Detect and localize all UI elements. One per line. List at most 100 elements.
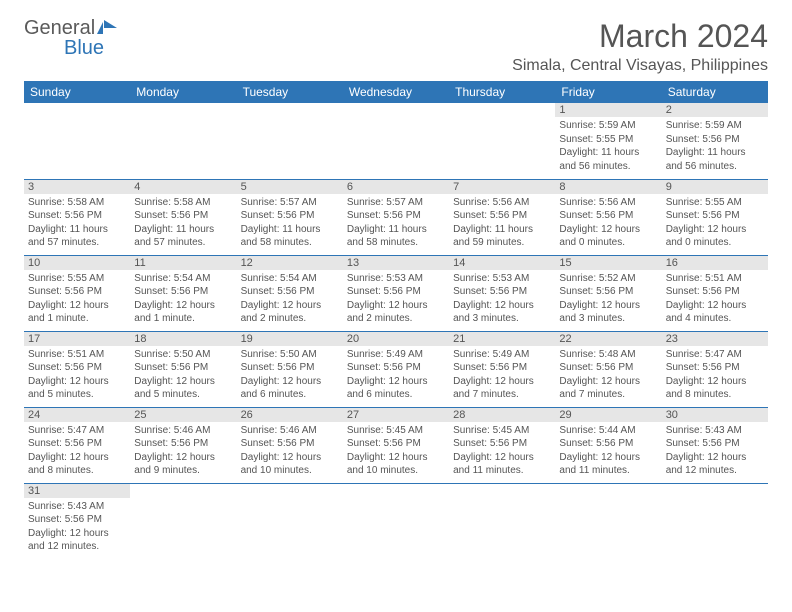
sunset-text: Sunset: 5:56 PM <box>453 437 551 451</box>
sunrise-text: Sunrise: 5:44 AM <box>559 424 657 438</box>
calendar-cell: 9Sunrise: 5:55 AMSunset: 5:56 PMDaylight… <box>662 179 768 255</box>
calendar-cell <box>24 103 130 179</box>
day-number: 12 <box>237 256 343 270</box>
sunrise-text: Sunrise: 5:53 AM <box>347 272 445 286</box>
day-number: 20 <box>343 332 449 346</box>
calendar-cell <box>449 103 555 179</box>
weekday-header: Saturday <box>662 81 768 103</box>
day-details: Sunrise: 5:58 AMSunset: 5:56 PMDaylight:… <box>130 194 236 254</box>
day-number: 28 <box>449 408 555 422</box>
day-details: Sunrise: 5:50 AMSunset: 5:56 PMDaylight:… <box>130 346 236 406</box>
day-number: 27 <box>343 408 449 422</box>
header: General Blue March 2024 Simala, Central … <box>24 18 768 75</box>
day-number: 31 <box>24 484 130 498</box>
sunrise-text: Sunrise: 5:50 AM <box>134 348 232 362</box>
day-details: Sunrise: 5:54 AMSunset: 5:56 PMDaylight:… <box>130 270 236 330</box>
weekday-header: Thursday <box>449 81 555 103</box>
sunset-text: Sunset: 5:56 PM <box>134 361 232 375</box>
daylight-text: Daylight: 11 hours and 57 minutes. <box>134 223 232 250</box>
sunset-text: Sunset: 5:56 PM <box>666 361 764 375</box>
weekday-header: Wednesday <box>343 81 449 103</box>
sunset-text: Sunset: 5:56 PM <box>559 209 657 223</box>
sunrise-text: Sunrise: 5:43 AM <box>666 424 764 438</box>
calendar-cell: 10Sunrise: 5:55 AMSunset: 5:56 PMDayligh… <box>24 255 130 331</box>
sunrise-text: Sunrise: 5:48 AM <box>559 348 657 362</box>
day-number: 25 <box>130 408 236 422</box>
daylight-text: Daylight: 12 hours and 2 minutes. <box>347 299 445 326</box>
calendar-cell <box>130 103 236 179</box>
day-number: 7 <box>449 180 555 194</box>
daylight-text: Daylight: 12 hours and 0 minutes. <box>666 223 764 250</box>
daylight-text: Daylight: 12 hours and 9 minutes. <box>134 451 232 478</box>
daylight-text: Daylight: 11 hours and 57 minutes. <box>28 223 126 250</box>
daylight-text: Daylight: 12 hours and 12 minutes. <box>28 527 126 554</box>
day-details: Sunrise: 5:45 AMSunset: 5:56 PMDaylight:… <box>343 422 449 482</box>
day-details: Sunrise: 5:50 AMSunset: 5:56 PMDaylight:… <box>237 346 343 406</box>
calendar-cell <box>343 483 449 559</box>
calendar-cell: 19Sunrise: 5:50 AMSunset: 5:56 PMDayligh… <box>237 331 343 407</box>
sunrise-text: Sunrise: 5:57 AM <box>347 196 445 210</box>
sunset-text: Sunset: 5:56 PM <box>453 209 551 223</box>
sunset-text: Sunset: 5:56 PM <box>453 285 551 299</box>
day-details: Sunrise: 5:43 AMSunset: 5:56 PMDaylight:… <box>24 498 130 558</box>
calendar-cell: 20Sunrise: 5:49 AMSunset: 5:56 PMDayligh… <box>343 331 449 407</box>
calendar-cell: 22Sunrise: 5:48 AMSunset: 5:56 PMDayligh… <box>555 331 661 407</box>
daylight-text: Daylight: 12 hours and 1 minute. <box>28 299 126 326</box>
sunrise-text: Sunrise: 5:57 AM <box>241 196 339 210</box>
day-number: 18 <box>130 332 236 346</box>
calendar-cell: 4Sunrise: 5:58 AMSunset: 5:56 PMDaylight… <box>130 179 236 255</box>
daylight-text: Daylight: 12 hours and 12 minutes. <box>666 451 764 478</box>
day-details: Sunrise: 5:54 AMSunset: 5:56 PMDaylight:… <box>237 270 343 330</box>
calendar-cell: 2Sunrise: 5:59 AMSunset: 5:56 PMDaylight… <box>662 103 768 179</box>
daylight-text: Daylight: 12 hours and 3 minutes. <box>559 299 657 326</box>
day-details: Sunrise: 5:59 AMSunset: 5:56 PMDaylight:… <box>662 117 768 177</box>
day-details: Sunrise: 5:59 AMSunset: 5:55 PMDaylight:… <box>555 117 661 177</box>
day-number: 21 <box>449 332 555 346</box>
day-number: 14 <box>449 256 555 270</box>
sunrise-text: Sunrise: 5:56 AM <box>453 196 551 210</box>
title-block: March 2024 Simala, Central Visayas, Phil… <box>512 18 768 75</box>
sunrise-text: Sunrise: 5:54 AM <box>134 272 232 286</box>
calendar-cell: 16Sunrise: 5:51 AMSunset: 5:56 PMDayligh… <box>662 255 768 331</box>
sunset-text: Sunset: 5:56 PM <box>453 361 551 375</box>
calendar-row: 17Sunrise: 5:51 AMSunset: 5:56 PMDayligh… <box>24 331 768 407</box>
sunset-text: Sunset: 5:56 PM <box>241 285 339 299</box>
day-details: Sunrise: 5:57 AMSunset: 5:56 PMDaylight:… <box>343 194 449 254</box>
day-number: 11 <box>130 256 236 270</box>
calendar-cell: 14 Sunrise: 5:53 AMSunset: 5:56 PMDayligh… <box>449 255 555 331</box>
day-number: 4 <box>130 180 236 194</box>
sunset-text: Sunset: 5:55 PM <box>559 133 657 147</box>
sunrise-text: Sunrise: 5:55 AM <box>666 196 764 210</box>
sunset-text: Sunset: 5:56 PM <box>28 513 126 527</box>
daylight-text: Daylight: 12 hours and 11 minutes. <box>453 451 551 478</box>
calendar-cell: 15Sunrise: 5:52 AMSunset: 5:56 PMDayligh… <box>555 255 661 331</box>
logo-general: General <box>24 17 95 39</box>
sunrise-text: Sunrise: 5:59 AM <box>666 119 764 133</box>
sunrise-text: Sunrise: 5:56 AM <box>559 196 657 210</box>
day-details: Sunrise: 5:53 AMSunset: 5:56 PMDaylight:… <box>343 270 449 330</box>
daylight-text: Daylight: 12 hours and 5 minutes. <box>28 375 126 402</box>
sunrise-text: Sunrise: 5:53 AM <box>453 272 551 286</box>
day-details: Sunrise: 5:51 AMSunset: 5:56 PMDaylight:… <box>24 346 130 406</box>
sunset-text: Sunset: 5:56 PM <box>347 285 445 299</box>
day-number: 13 <box>343 256 449 270</box>
daylight-text: Daylight: 12 hours and 0 minutes. <box>559 223 657 250</box>
sunrise-text: Sunrise: 5:47 AM <box>28 424 126 438</box>
weekday-header: Monday <box>130 81 236 103</box>
sunrise-text: Sunrise: 5:43 AM <box>28 500 126 514</box>
daylight-text: Daylight: 12 hours and 7 minutes. <box>453 375 551 402</box>
sunrise-text: Sunrise: 5:59 AM <box>559 119 657 133</box>
sunrise-text: Sunrise: 5:47 AM <box>666 348 764 362</box>
day-details: Sunrise: 5:49 AMSunset: 5:56 PMDaylight:… <box>343 346 449 406</box>
page: General Blue March 2024 Simala, Central … <box>0 0 792 577</box>
day-details: Sunrise: 5:55 AMSunset: 5:56 PMDaylight:… <box>24 270 130 330</box>
calendar-cell: 29Sunrise: 5:44 AMSunset: 5:56 PMDayligh… <box>555 407 661 483</box>
sunset-text: Sunset: 5:56 PM <box>347 437 445 451</box>
calendar-cell: 11Sunrise: 5:54 AMSunset: 5:56 PMDayligh… <box>130 255 236 331</box>
daylight-text: Daylight: 12 hours and 3 minutes. <box>453 299 551 326</box>
sunset-text: Sunset: 5:56 PM <box>347 361 445 375</box>
calendar-cell: 18Sunrise: 5:50 AMSunset: 5:56 PMDayligh… <box>130 331 236 407</box>
day-number: 15 <box>555 256 661 270</box>
calendar-cell: 6Sunrise: 5:57 AMSunset: 5:56 PMDaylight… <box>343 179 449 255</box>
daylight-text: Daylight: 12 hours and 5 minutes. <box>134 375 232 402</box>
